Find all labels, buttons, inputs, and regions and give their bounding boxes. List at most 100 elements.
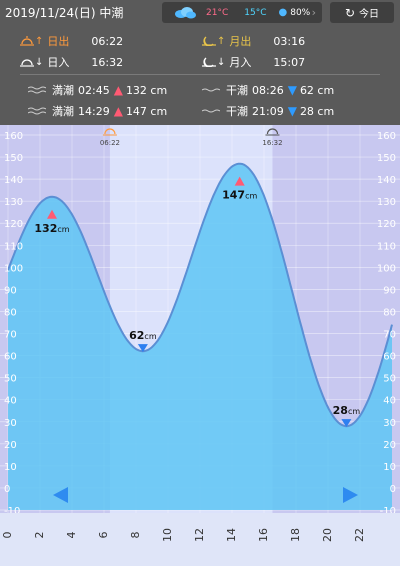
wave-icon xyxy=(202,109,220,113)
y-tick-label-left: 110 xyxy=(4,241,23,252)
x-tick-label: 6 xyxy=(97,532,110,539)
low-tide-label: 干潮 xyxy=(226,84,248,97)
y-tick-label-left: 160 xyxy=(4,131,23,142)
prev-day-button[interactable] xyxy=(53,487,68,503)
high-tide-label: 満潮 xyxy=(52,84,74,97)
high-tide-level: 132 cm xyxy=(125,83,168,97)
x-tick-label: 22 xyxy=(353,528,366,542)
low-tide-marker xyxy=(341,419,352,428)
y-tick-label-right: 120 xyxy=(377,219,396,230)
weather-panel[interactable]: 21°C 15°C ● 80% › xyxy=(162,2,322,23)
moonrise-row: ↑ 月出 03:16 xyxy=(202,33,305,49)
next-day-button[interactable] xyxy=(343,487,358,503)
moonrise-label: 月出 xyxy=(229,35,252,48)
tide-header: 2019/11/24(日) 中潮 21°C 15°C ● 80% › ↻ 今日 … xyxy=(0,0,400,125)
y-tick-label-right: 0 xyxy=(390,484,396,495)
tide-type: 中潮 xyxy=(99,6,124,20)
sunrise-icon xyxy=(104,128,116,135)
sunset-row: ↓ 日入 16:32 xyxy=(20,54,123,70)
temp-high: 21°C xyxy=(206,7,229,18)
today-label: 今日 xyxy=(359,9,380,20)
sunset-time: 16:32 xyxy=(91,55,124,69)
cloud-icon xyxy=(175,6,196,18)
high-tide-level: 147 cm xyxy=(125,104,168,118)
sunrise-time: 06:22 xyxy=(91,34,124,48)
low-tide-time: 08:26 xyxy=(252,83,284,97)
x-axis-band xyxy=(0,513,400,566)
high-tide-value-label: 132cm xyxy=(34,222,69,235)
low-tide-label: 干潮 xyxy=(226,105,248,118)
high-tide-label: 満潮 xyxy=(52,105,74,118)
tide-line xyxy=(7,162,393,428)
triangle-down-icon: ▼ xyxy=(287,104,297,118)
sunrise-label: 日出 xyxy=(47,35,70,48)
triangle-down-icon: ▼ xyxy=(287,83,297,97)
high-tide-marker xyxy=(234,176,245,186)
y-tick-label-left: 40 xyxy=(4,396,17,407)
high-tide-time: 14:29 xyxy=(78,104,110,118)
tide-unit: cm xyxy=(57,225,69,234)
low-tide-marker xyxy=(137,344,148,353)
x-tick-label: 12 xyxy=(193,528,206,542)
x-tick-label: 2 xyxy=(33,532,46,539)
x-tick-label: 10 xyxy=(161,528,174,542)
moonset-time: 15:07 xyxy=(273,55,306,69)
y-tick-label-right: -10 xyxy=(380,506,396,517)
y-tick-label-left: 130 xyxy=(4,197,23,208)
tide-unit: cm xyxy=(245,192,257,201)
y-tick-label-left: 20 xyxy=(4,440,17,451)
arrow-up-icon: ↑ xyxy=(217,35,226,47)
y-tick-label-left: 70 xyxy=(4,330,17,341)
refresh-icon: ↻ xyxy=(344,5,356,20)
tide-unit: cm xyxy=(348,407,360,416)
low-tide-row-1: 干潮 08:26 ▼ 62 cm xyxy=(202,82,334,98)
high-tide-value-label: 147cm xyxy=(222,189,257,202)
today-button[interactable]: ↻ 今日 xyxy=(330,2,394,23)
sun-event-time: 16:32 xyxy=(262,139,282,147)
tide-unit: cm xyxy=(144,332,156,341)
y-tick-label-right: 40 xyxy=(383,396,396,407)
sunrise-icon xyxy=(20,36,34,46)
y-tick-label-right: 140 xyxy=(377,175,396,186)
low-tide-row-2: 干潮 21:09 ▼ 28 cm xyxy=(202,103,334,119)
moonset-icon xyxy=(202,57,216,67)
sunset-icon xyxy=(266,128,279,135)
y-tick-label-left: 30 xyxy=(4,418,17,429)
date-title: 2019/11/24(日) 中潮 xyxy=(5,4,123,21)
sunset-label: 日入 xyxy=(47,56,70,69)
x-tick-label: 8 xyxy=(129,532,142,539)
y-tick-label-left: 80 xyxy=(4,307,17,318)
triangle-up-icon: ▲ xyxy=(113,83,123,97)
y-tick-label-left: -10 xyxy=(4,506,20,517)
wave-icon xyxy=(28,86,46,94)
x-tick-label: 16 xyxy=(257,528,270,542)
sunset-icon xyxy=(20,59,34,67)
y-tick-label-right: 10 xyxy=(383,462,396,473)
temp-low: 15°C xyxy=(244,7,267,18)
low-tide-value-label: 28cm xyxy=(333,404,361,417)
y-tick-label-right: 60 xyxy=(383,352,396,363)
low-tide-time: 21:09 xyxy=(252,104,284,118)
y-tick-label-right: 80 xyxy=(383,307,396,318)
tide-value: 132 xyxy=(34,222,57,235)
low-tide-level: 28 cm xyxy=(299,104,335,118)
y-tick-label-left: 0 xyxy=(4,484,10,495)
humidity-drop-icon: ● xyxy=(278,7,288,18)
y-tick-label-right: 30 xyxy=(383,418,396,429)
sun-event-time: 06:22 xyxy=(100,139,120,147)
x-tick-label: 4 xyxy=(65,532,78,539)
y-tick-label-left: 120 xyxy=(4,219,23,230)
low-tide-value-label: 62cm xyxy=(129,329,157,342)
high-tide-row-2: 満潮 14:29 ▲ 147 cm xyxy=(28,103,167,119)
x-tick-label: 20 xyxy=(321,528,334,542)
y-tick-label-left: 60 xyxy=(4,352,17,363)
y-tick-label-right: 50 xyxy=(383,374,396,385)
y-tick-label-right: 130 xyxy=(377,197,396,208)
y-tick-label-right: 100 xyxy=(377,263,396,274)
y-tick-label-right: 110 xyxy=(377,241,396,252)
arrow-down-icon: ↓ xyxy=(217,56,226,68)
tide-value: 147 xyxy=(222,189,245,202)
y-tick-label-left: 10 xyxy=(4,462,17,473)
y-tick-label-right: 160 xyxy=(377,131,396,142)
